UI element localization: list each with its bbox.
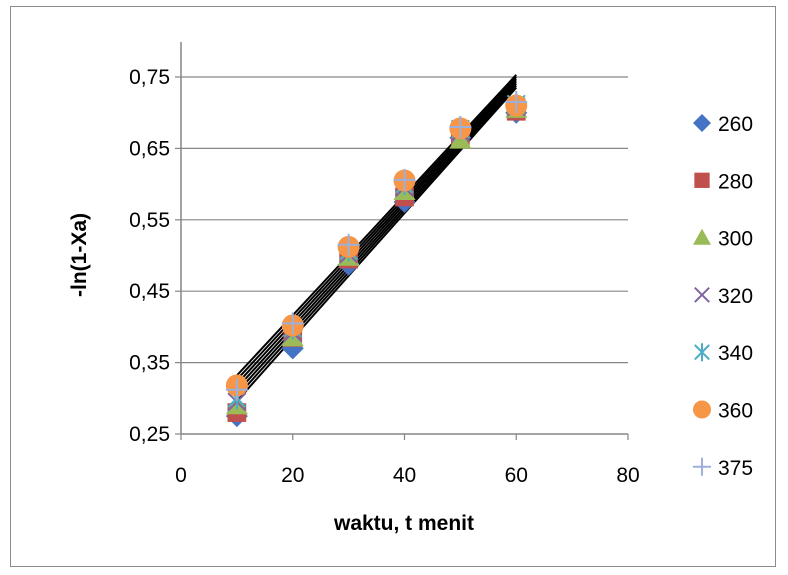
legend-item-300: 300: [693, 228, 753, 251]
y-tick-labels: 0,25 0,35 0,45 0,55 0,65 0,75: [129, 66, 181, 446]
trendlines: [236, 74, 517, 402]
trendline-340: [236, 78, 517, 385]
trendline-320: [236, 80, 517, 389]
x-tick-labels: 0 20 40 60 80: [175, 434, 640, 487]
y-tick-label: 0,45: [129, 280, 170, 303]
y-tick-label: 0,65: [129, 137, 170, 160]
data-point: [281, 312, 304, 335]
data-points: [225, 90, 528, 428]
chart-frame: [10, 6, 776, 567]
trendline-360: [236, 76, 517, 381]
y-tick-label: 0,25: [129, 423, 170, 446]
legend-label: 340: [718, 342, 753, 365]
legend-marker: [694, 172, 710, 188]
legend-marker: [694, 343, 710, 362]
trendline-260: [236, 87, 517, 402]
data-point: [225, 378, 248, 401]
legend-label: 320: [718, 285, 753, 308]
legend-item-280: 280: [694, 170, 753, 193]
x-tick-label: 40: [393, 464, 416, 487]
y-tick-label: 0,75: [129, 66, 170, 89]
legend-label: 300: [718, 228, 753, 251]
legend-marker: [693, 457, 711, 476]
x-tick-label: 20: [281, 464, 304, 487]
x-tick-label: 0: [175, 464, 187, 487]
legend-marker: [693, 114, 711, 132]
x-axis-title: waktu, t menit: [333, 512, 474, 535]
legend: 260 280 300 320 340 360 375: [693, 113, 753, 480]
legend-label: 375: [718, 457, 753, 480]
series-280: [227, 101, 526, 422]
y-tick-label: 0,35: [129, 352, 170, 375]
legend-label: 260: [718, 113, 753, 136]
series-375: [225, 90, 528, 401]
legend-marker: [693, 228, 711, 245]
gridlines: [181, 76, 628, 364]
legend-item-375: 375: [693, 457, 753, 480]
legend-label: 360: [718, 400, 753, 423]
x-tick-label: 80: [616, 464, 639, 487]
y-axis-title: -ln(1-Xa): [68, 213, 91, 297]
trendline-300: [236, 82, 517, 394]
trendline-280: [236, 84, 517, 398]
x-tick-label: 60: [505, 464, 528, 487]
data-point: [393, 168, 416, 191]
legend-item-320: 320: [694, 285, 753, 308]
legend-item-340: 340: [694, 342, 753, 365]
series-300: [225, 98, 528, 415]
legend-marker: [693, 400, 711, 419]
legend-label: 280: [718, 170, 753, 193]
data-point: [505, 90, 528, 113]
legend-marker: [694, 286, 710, 303]
series-260: [225, 101, 528, 428]
legend-item-260: 260: [693, 113, 753, 136]
data-point: [337, 233, 360, 256]
trendline-375: [236, 74, 517, 377]
series-320: [227, 97, 526, 412]
data-point: [449, 115, 472, 138]
legend-item-360: 360: [693, 400, 753, 423]
y-tick-label: 0,55: [129, 209, 170, 232]
